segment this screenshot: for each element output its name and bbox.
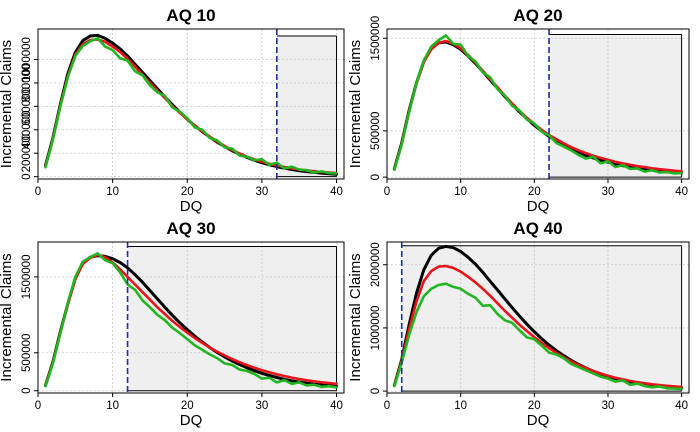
x-tick-label: 10 bbox=[454, 186, 467, 198]
x-axis-label: DQ bbox=[180, 412, 203, 429]
x-tick-label: 40 bbox=[675, 186, 688, 198]
x-tick-label: 0 bbox=[384, 186, 390, 198]
y-tick-label: 1000000 bbox=[370, 306, 382, 351]
x-tick-label: 20 bbox=[181, 186, 194, 198]
x-tick-label: 0 bbox=[384, 400, 390, 412]
x-axis-label: DQ bbox=[527, 198, 550, 215]
x-tick-label: 20 bbox=[528, 186, 541, 198]
y-tick-label: 400000 bbox=[21, 111, 33, 149]
x-tick-label: 40 bbox=[675, 400, 688, 412]
y-axis-label: Incremental Claims bbox=[347, 40, 364, 168]
y-tick-label: 1500000 bbox=[21, 255, 33, 300]
y-tick-label: 500000 bbox=[21, 334, 33, 372]
x-tick-label: 30 bbox=[602, 186, 615, 198]
plot-frame bbox=[386, 241, 690, 394]
chart-panel: 0 10 20 30 40 0 500000 1500000 AQ 30 DQ Incrementa… bbox=[0, 219, 345, 429]
y-axis-label: Incremental Claims bbox=[347, 253, 364, 381]
y-tick-label: 2000000 bbox=[370, 242, 382, 287]
chart-panel: 0 10 20 30 400200000400000600000800000100000… bbox=[0, 6, 345, 215]
series-line-green bbox=[393, 34, 683, 175]
x-tick-label: 0 bbox=[35, 186, 41, 198]
plot-frame bbox=[386, 28, 690, 180]
panel-title: AQ 40 bbox=[513, 219, 562, 238]
y-tick-label: 0 bbox=[21, 173, 33, 179]
x-tick-label: 40 bbox=[330, 186, 343, 198]
y-tick-label: 200000 bbox=[21, 134, 33, 172]
x-tick-label: 40 bbox=[330, 400, 343, 412]
projection-shaded-region bbox=[401, 245, 682, 392]
y-tick-label: 1500000 bbox=[370, 16, 382, 61]
y-tick-label: 500000 bbox=[370, 112, 382, 150]
x-axis-label: DQ bbox=[527, 412, 550, 429]
series-line-green bbox=[393, 282, 683, 391]
plot-frame bbox=[37, 241, 345, 394]
y-tick-label: 0 bbox=[21, 388, 33, 394]
panel-title: AQ 30 bbox=[166, 219, 215, 238]
y-tick-label: 0 bbox=[370, 174, 382, 180]
x-tick-label: 30 bbox=[602, 400, 615, 412]
x-tick-label: 30 bbox=[256, 186, 269, 198]
y-tick-label: 800000 bbox=[21, 64, 33, 102]
y-axis-label: Incremental Claims bbox=[0, 253, 15, 381]
y-axis-label: Incremental Claims bbox=[0, 40, 15, 168]
x-tick-label: 20 bbox=[181, 400, 194, 412]
panel-title: AQ 10 bbox=[166, 6, 215, 25]
y-tick-label: 600000 bbox=[21, 87, 33, 125]
chart-panel: 0 10 20 30 40 0 500000 1500000 AQ 20 DQ Incrementa… bbox=[347, 6, 690, 215]
x-tick-label: 10 bbox=[106, 186, 119, 198]
x-tick-label: 0 bbox=[35, 400, 41, 412]
series-line-green bbox=[44, 252, 338, 389]
series-line-red bbox=[393, 264, 683, 389]
projection-shaded-region bbox=[127, 246, 337, 391]
y-tick-label: 0 bbox=[370, 388, 382, 394]
x-tick-label: 20 bbox=[528, 400, 541, 412]
projection-shaded-region bbox=[549, 34, 682, 178]
series-line-green bbox=[44, 37, 338, 175]
x-tick-label: 10 bbox=[106, 400, 119, 412]
panel-title: AQ 20 bbox=[513, 6, 562, 25]
x-tick-label: 30 bbox=[256, 400, 269, 412]
plot-frame bbox=[37, 28, 345, 180]
x-tick-label: 10 bbox=[454, 400, 467, 412]
x-axis-label: DQ bbox=[180, 198, 203, 215]
y-tick-label: 1000000 bbox=[21, 37, 33, 82]
chart-panel: 0 10 20 30 40 0 1000000 2000000 AQ 40 DQ Increment… bbox=[347, 219, 690, 429]
